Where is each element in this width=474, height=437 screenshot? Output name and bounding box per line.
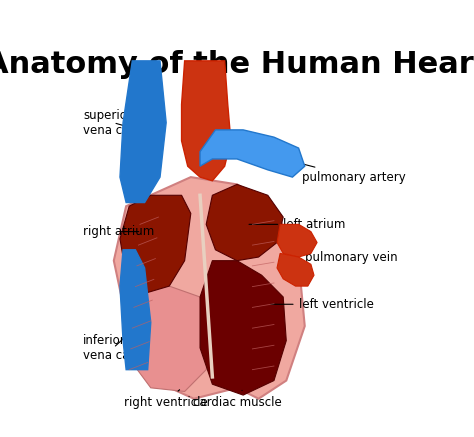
Polygon shape [114,177,305,399]
Text: right atrium: right atrium [83,225,154,238]
Text: cardiac muscle: cardiac muscle [192,390,282,409]
Text: inferior
vena cava: inferior vena cava [83,334,144,362]
Polygon shape [123,275,212,392]
Polygon shape [120,195,191,293]
Text: left ventricle: left ventricle [271,298,374,311]
Text: right ventricle: right ventricle [124,390,208,409]
Polygon shape [120,61,166,202]
Polygon shape [277,253,314,286]
Polygon shape [200,130,305,177]
Text: pulmonary vein: pulmonary vein [295,250,397,264]
Text: superior
vena cava: superior vena cava [83,109,144,137]
Polygon shape [206,184,283,261]
Polygon shape [182,61,231,181]
Polygon shape [277,224,317,257]
Text: pulmonary artery: pulmonary artery [286,160,405,184]
Text: left atrium: left atrium [249,218,346,231]
Polygon shape [200,261,286,395]
Text: Anatomy of the Human Heart: Anatomy of the Human Heart [0,50,474,79]
Polygon shape [120,250,151,370]
